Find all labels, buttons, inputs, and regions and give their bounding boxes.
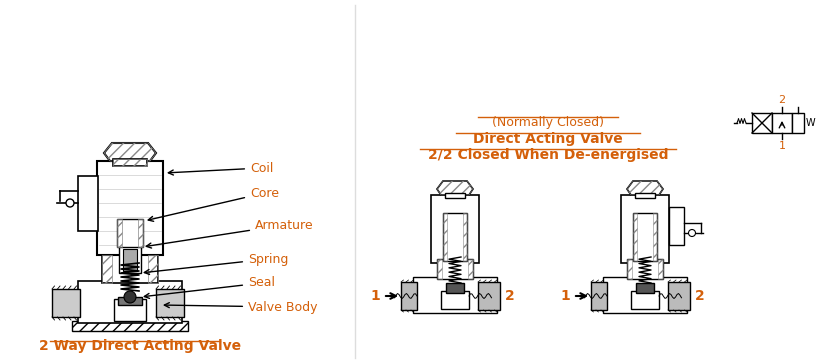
Bar	[114, 299, 146, 321]
Bar	[468, 259, 473, 279]
Bar	[118, 297, 142, 305]
Text: Spring: Spring	[144, 253, 288, 274]
Bar	[102, 255, 158, 283]
Bar	[634, 193, 654, 198]
Text: W: W	[805, 118, 815, 128]
Bar	[52, 289, 80, 317]
Bar	[633, 213, 657, 261]
Polygon shape	[626, 181, 662, 195]
Text: 2 Way Direct Acting Valve: 2 Way Direct Acting Valve	[39, 339, 241, 353]
Bar	[401, 282, 416, 310]
Bar	[412, 277, 497, 313]
Bar	[156, 289, 184, 317]
Bar	[445, 193, 465, 198]
Bar	[478, 282, 499, 310]
Text: Direct Acting Valve: Direct Acting Valve	[473, 132, 622, 146]
Bar	[463, 213, 466, 261]
Circle shape	[66, 199, 74, 207]
Bar	[117, 219, 122, 247]
Bar	[113, 159, 147, 166]
Text: 1: 1	[370, 289, 379, 303]
Text: 1: 1	[560, 289, 570, 303]
Bar	[630, 291, 658, 309]
Text: Seal: Seal	[144, 277, 275, 298]
Bar	[113, 159, 147, 166]
Bar	[436, 259, 441, 279]
Circle shape	[688, 229, 695, 237]
Text: (Normally Closed): (Normally Closed)	[491, 116, 604, 129]
Text: 2/2 Closed When De-energised: 2/2 Closed When De-energised	[427, 148, 667, 162]
Bar	[442, 213, 466, 261]
Text: Valve Body: Valve Body	[164, 301, 317, 314]
Text: Armature: Armature	[146, 219, 313, 248]
Bar	[123, 249, 137, 271]
Bar	[78, 176, 98, 231]
Bar	[602, 277, 686, 313]
Bar	[119, 225, 141, 273]
Bar	[590, 282, 606, 310]
Bar	[620, 195, 668, 263]
Bar	[657, 259, 662, 279]
Bar	[791, 113, 803, 133]
Bar	[751, 113, 771, 133]
Text: Core: Core	[148, 187, 279, 221]
Bar	[633, 213, 636, 261]
Text: 2: 2	[694, 289, 704, 303]
Bar	[137, 219, 142, 247]
Bar	[771, 113, 791, 133]
Bar	[667, 282, 689, 310]
Bar	[117, 219, 142, 247]
Bar	[148, 255, 158, 283]
Bar	[652, 213, 657, 261]
Circle shape	[124, 291, 136, 303]
Text: 2: 2	[504, 289, 514, 303]
Bar	[102, 255, 112, 283]
Bar	[445, 283, 464, 293]
Text: 2: 2	[777, 95, 785, 105]
Bar	[635, 283, 653, 293]
Bar	[442, 213, 446, 261]
Text: 1: 1	[777, 141, 785, 151]
Text: Coil: Coil	[168, 162, 273, 175]
Bar	[440, 291, 469, 309]
Polygon shape	[104, 143, 156, 161]
Bar	[72, 321, 188, 331]
Bar	[626, 259, 631, 279]
Bar	[668, 207, 683, 245]
Bar	[78, 281, 182, 323]
Bar	[626, 259, 662, 279]
Bar	[436, 259, 473, 279]
Bar	[431, 195, 479, 263]
Polygon shape	[436, 181, 473, 195]
Bar	[97, 161, 163, 255]
